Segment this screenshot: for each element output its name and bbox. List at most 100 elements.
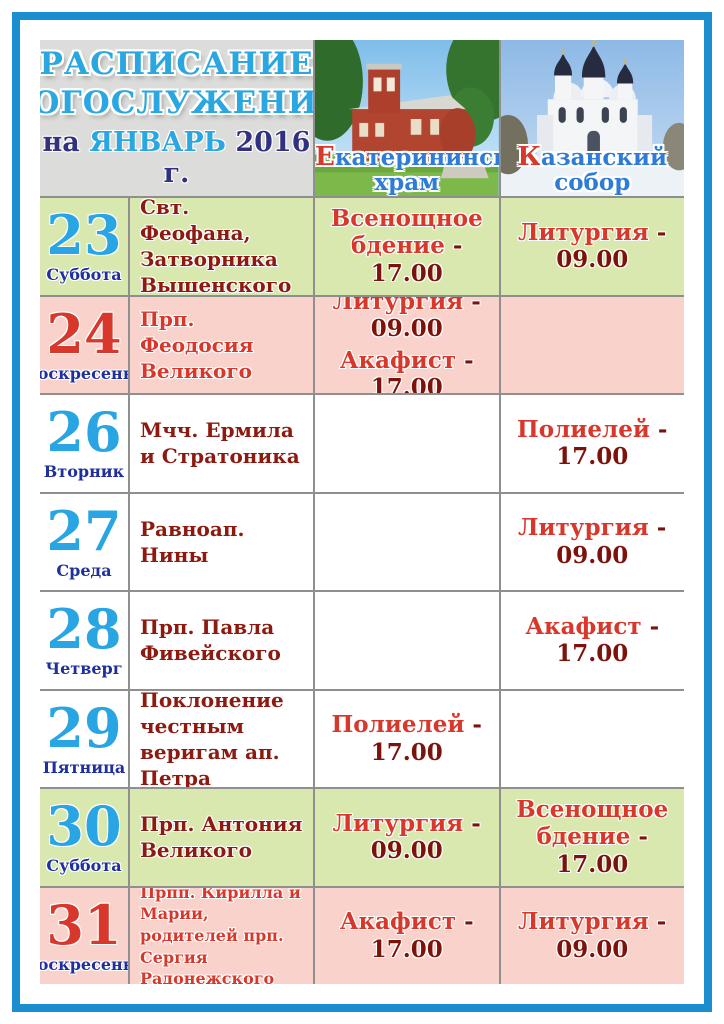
date-number: 28 — [46, 597, 122, 662]
service-cell-ekaterininsky-27 — [315, 493, 499, 590]
saint-name: Равноап. Нины — [140, 516, 245, 567]
date-cell-31: 31 Воскресенье — [40, 887, 128, 984]
title-line-1: РАСПИСАНИЕ — [40, 46, 313, 83]
service-cell-ekaterininsky-26 — [315, 395, 499, 492]
service-name: Полиелей — [331, 711, 465, 739]
date-number: 23 — [46, 203, 122, 268]
service-entry: Литургия - 09.00 — [511, 514, 675, 569]
saint-cell-31: Прпп. Кирилла и Марии, родителей прп. Се… — [130, 887, 313, 985]
weekday-label: Воскресенье — [40, 363, 128, 383]
weekday-label: Вторник — [43, 462, 125, 482]
service-cell-kazansky-29 — [500, 690, 684, 787]
date-cell-29: 29 Пятница — [40, 690, 128, 787]
service-time: - 17.00 — [370, 908, 474, 963]
service-name: Литургия — [332, 296, 464, 315]
service-cell-kazansky-28: Акафист - 17.00 — [500, 592, 684, 689]
saint-name: Мчч. Ермила и Стратоника — [140, 418, 300, 469]
saint-name: Прп. Антония Великого — [140, 812, 303, 863]
title-line-2: БОГОСЛУЖЕНИЙ — [40, 85, 313, 121]
service-name: Полиелей — [517, 415, 650, 443]
church-initial: К — [517, 142, 542, 173]
weekday-label: Пятница — [42, 757, 126, 777]
weekday-label: Суббота — [46, 856, 122, 876]
service-entry: Полиелей - 17.00 — [511, 416, 675, 471]
church-initial: Е — [315, 142, 335, 173]
service-entry: Литургия - 09.00 — [325, 810, 489, 865]
service-cell-ekaterininsky-29: Полиелей - 17.00 — [315, 690, 499, 787]
service-name: Литургия — [518, 514, 649, 542]
church-label-ekaterininsky: Екатерининский храм — [315, 144, 499, 194]
date-cell-30: 30 Суббота — [40, 789, 128, 886]
church-label-line2: храм — [374, 168, 440, 196]
date-number: 30 — [46, 794, 122, 859]
church-label-line1: Екатерининский — [315, 144, 499, 171]
saint-cell-30: Прп. Антония Великого — [130, 789, 313, 886]
service-name: Всенощное бдение — [330, 204, 483, 260]
saint-name: Поклонение честным веригам ап. Петра — [140, 690, 284, 788]
service-entry: Литургия - 09.00 — [325, 297, 489, 343]
weekday-label: Четверг — [45, 659, 123, 679]
service-name: Акафист — [339, 908, 457, 936]
service-time: - 09.00 — [556, 908, 667, 963]
service-time: - 17.00 — [556, 823, 648, 879]
service-entry: Акафист - 17.00 — [511, 613, 675, 668]
church-name-rest: азанский — [541, 144, 668, 172]
church-label-kazansky: Казанский собор — [501, 144, 685, 194]
service-name: Литургия — [518, 218, 649, 246]
service-entry: Всенощное бдение - 17.00 — [511, 796, 675, 879]
service-cell-ekaterininsky-28 — [315, 592, 499, 689]
church-label-line1: Казанский — [501, 144, 685, 171]
service-name: Литургия — [518, 908, 649, 936]
subtitle-month: ЯНВАРЬ — [89, 126, 226, 158]
service-name: Всенощное бдение — [516, 795, 669, 851]
service-entry: Акафист - 17.00 — [325, 347, 489, 393]
saint-cell-28: Прп. Павла Фивейского — [130, 592, 313, 689]
service-time: - 09.00 — [370, 809, 481, 865]
service-time: - 09.00 — [370, 296, 481, 343]
service-name: Акафист — [339, 346, 457, 374]
service-entry: Полиелей - 17.00 — [325, 711, 489, 766]
date-cell-24: 24 Воскресенье — [40, 296, 128, 393]
service-time: - 09.00 — [556, 218, 667, 274]
date-number: 26 — [46, 400, 122, 465]
saint-cell-27: Равноап. Нины — [130, 493, 313, 590]
saint-cell-26: Мчч. Ермила и Стратоника — [130, 395, 313, 492]
service-cell-kazansky-26: Полиелей - 17.00 — [500, 395, 684, 492]
weekday-label: Воскресенье — [40, 954, 128, 974]
date-cell-26: 26 Вторник — [40, 395, 128, 492]
service-cell-ekaterininsky-30: Литургия - 09.00 — [315, 789, 499, 886]
service-time: - 17.00 — [370, 711, 482, 766]
date-number: 27 — [46, 498, 122, 563]
saint-cell-24: Прп. Феодосия Великого — [130, 296, 313, 393]
date-cell-23: 23 Суббота — [40, 198, 128, 295]
church-column-kazansky: Казанский собор — [500, 40, 685, 196]
ekaterininsky-church-photo — [315, 40, 499, 196]
service-cell-kazansky-23: Литургия - 09.00 — [500, 198, 684, 295]
service-time: - 17.00 — [370, 232, 463, 288]
saint-name: Прп. Феодосия Великого — [140, 306, 254, 383]
service-time: - 09.00 — [556, 514, 667, 569]
service-name: Литургия — [332, 809, 464, 837]
service-name: Акафист — [525, 612, 642, 640]
service-entry: Литургия - 09.00 — [511, 908, 675, 963]
service-cell-ekaterininsky-23: Всенощное бдение - 17.00 — [315, 198, 499, 295]
schedule-table: РАСПИСАНИЕ БОГОСЛУЖЕНИЙ на ЯНВАРЬ 2016 г… — [40, 40, 684, 984]
saint-name: Прпп. Кирилла и Марии, родителей прп. Се… — [140, 887, 301, 985]
saint-name: Прп. Павла Фивейского — [140, 615, 281, 666]
date-cell-28: 28 Четверг — [40, 592, 128, 689]
service-time: - 17.00 — [370, 346, 474, 393]
poster-frame: РАСПИСАНИЕ БОГОСЛУЖЕНИЙ на ЯНВАРЬ 2016 г… — [12, 12, 712, 1012]
service-cell-kazansky-27: Литургия - 09.00 — [500, 493, 684, 590]
church-label-line2: собор — [554, 168, 631, 196]
date-number: 24 — [46, 301, 122, 366]
service-time: - 17.00 — [556, 612, 660, 668]
church-column-ekaterininsky: Екатерининский храм — [315, 40, 499, 196]
service-entry: Акафист - 17.00 — [325, 908, 489, 963]
subtitle: на ЯНВАРЬ 2016 г. — [40, 127, 313, 189]
church-name-rest: катерининский — [334, 144, 499, 172]
poster-title-block: РАСПИСАНИЕ БОГОСЛУЖЕНИЙ на ЯНВАРЬ 2016 г… — [40, 40, 313, 196]
service-entry: Всенощное бдение - 17.00 — [325, 205, 489, 288]
saint-cell-23: Свт. Феофана, Затворника Вышенского — [130, 198, 313, 295]
weekday-label: Суббота — [46, 265, 122, 285]
